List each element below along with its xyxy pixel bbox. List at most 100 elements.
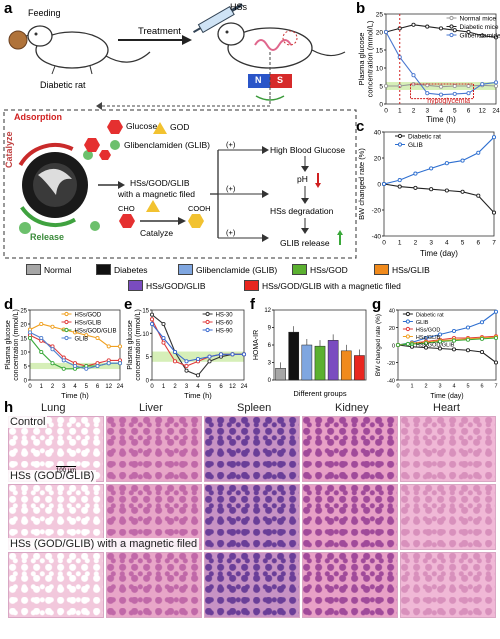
bar — [327, 340, 339, 381]
legend-swatch — [244, 280, 259, 291]
y-tick-label: 20 — [20, 323, 27, 329]
y-tick-label: 12 — [264, 308, 271, 314]
y-tick-label: 0 — [24, 379, 28, 385]
y-tick-label: 40 — [374, 130, 382, 137]
x-axis-label: Different groups — [293, 389, 346, 398]
y-tick-label: 15 — [20, 337, 27, 343]
data-point — [397, 184, 402, 189]
magnet-s-label: S — [277, 75, 284, 85]
series-line — [383, 183, 495, 213]
bar — [301, 344, 313, 381]
legend-marker — [405, 311, 411, 317]
data-point — [218, 352, 224, 357]
x-tick-label: 6 — [480, 384, 483, 390]
legend-label: Normal mice — [460, 16, 497, 23]
y-tick-label: 10 — [142, 332, 149, 338]
legend-label: HSs/GOD/GLIB — [75, 329, 117, 335]
panel-label-g: g — [372, 296, 382, 313]
legend-marker — [405, 341, 411, 347]
data-point — [207, 354, 212, 359]
organ-label: Kidney — [335, 402, 369, 414]
schematic-diagram — [3, 3, 357, 259]
legend-label: Diabetic rat — [408, 134, 441, 141]
bar — [288, 331, 300, 381]
bar — [314, 345, 326, 381]
chart-f: 0 3 6 9 12 Different groups HOMA-IR — [253, 308, 367, 398]
y-axis-label: BW changed rate (%) — [357, 148, 366, 220]
legend-label: Diabetes — [114, 264, 148, 275]
data-point — [493, 335, 499, 341]
data-point — [491, 210, 497, 215]
legend-swatch — [292, 264, 307, 275]
data-point — [423, 341, 429, 346]
data-point — [465, 325, 471, 330]
x-tick-label: 2 — [412, 108, 416, 115]
plot-frame — [385, 13, 497, 105]
data-point — [117, 361, 123, 366]
histology-image — [204, 484, 300, 550]
data-point — [438, 84, 444, 89]
legend-label: HSs/GLIB — [392, 264, 430, 275]
histology-image — [106, 552, 202, 618]
data-point — [438, 92, 444, 97]
series-line — [383, 136, 495, 185]
data-point — [61, 358, 66, 363]
data-point — [429, 166, 434, 171]
legend-marker — [405, 326, 411, 332]
data-point — [479, 336, 485, 341]
data-point — [84, 366, 89, 371]
data-point — [161, 340, 166, 345]
bar — [340, 350, 352, 381]
high-bg-label: High Blood Glucose — [270, 145, 346, 155]
hss-god-glib-label: HSs/GOD/GLIB — [130, 178, 190, 188]
legend-swatch — [178, 264, 193, 275]
data-point — [423, 345, 429, 350]
y-tick-label: -40 — [372, 234, 382, 241]
legend-marker — [205, 311, 210, 317]
x-tick-label: 4 — [445, 240, 449, 247]
legend-marker — [64, 327, 69, 333]
data-point — [466, 83, 471, 89]
data-point — [413, 171, 418, 176]
rat-icon — [27, 25, 151, 75]
data-point — [479, 320, 485, 325]
panel-label-h: h — [4, 399, 14, 416]
data-point — [480, 33, 485, 38]
y-tick-label: 20 — [374, 156, 382, 163]
data-point — [411, 73, 416, 78]
data-point — [451, 328, 457, 334]
x-tick-label: 5 — [85, 384, 89, 390]
x-tick-label: 3 — [429, 240, 433, 247]
x-tick-label: 6 — [476, 240, 480, 247]
data-point — [413, 185, 418, 190]
data-point — [466, 91, 471, 96]
syringe-icon — [193, 3, 244, 34]
y-tick-label: 25 — [20, 309, 27, 315]
y-tick-label: 40 — [389, 309, 395, 315]
data-point — [452, 83, 457, 89]
y-tick-label: 9 — [268, 326, 272, 332]
data-point — [437, 332, 443, 337]
x-tick-label: 1 — [398, 108, 402, 115]
data-point — [207, 359, 212, 364]
data-point — [172, 349, 178, 355]
data-point — [479, 349, 485, 355]
legend-label: HSs/GLIB — [75, 321, 102, 327]
x-tick-label: 12 — [105, 384, 112, 390]
x-tick-label: 1 — [398, 240, 402, 247]
data-point — [149, 321, 155, 327]
adsorption-label: Adsorption — [14, 112, 62, 122]
y-tick-label: 0 — [379, 102, 383, 109]
row-label: Control — [8, 416, 48, 428]
data-point — [460, 189, 465, 194]
histology-image — [400, 416, 496, 482]
x-tick-label: 6 — [219, 384, 223, 390]
data-point — [39, 349, 44, 355]
data-point — [149, 317, 155, 322]
data-point — [95, 363, 100, 369]
plot-frame — [151, 309, 245, 381]
y-axis-label: Plasma glucose — [5, 320, 12, 370]
y-axis-label: Plasma glucose — [357, 33, 366, 86]
god-legend-label: GOD — [170, 122, 190, 132]
